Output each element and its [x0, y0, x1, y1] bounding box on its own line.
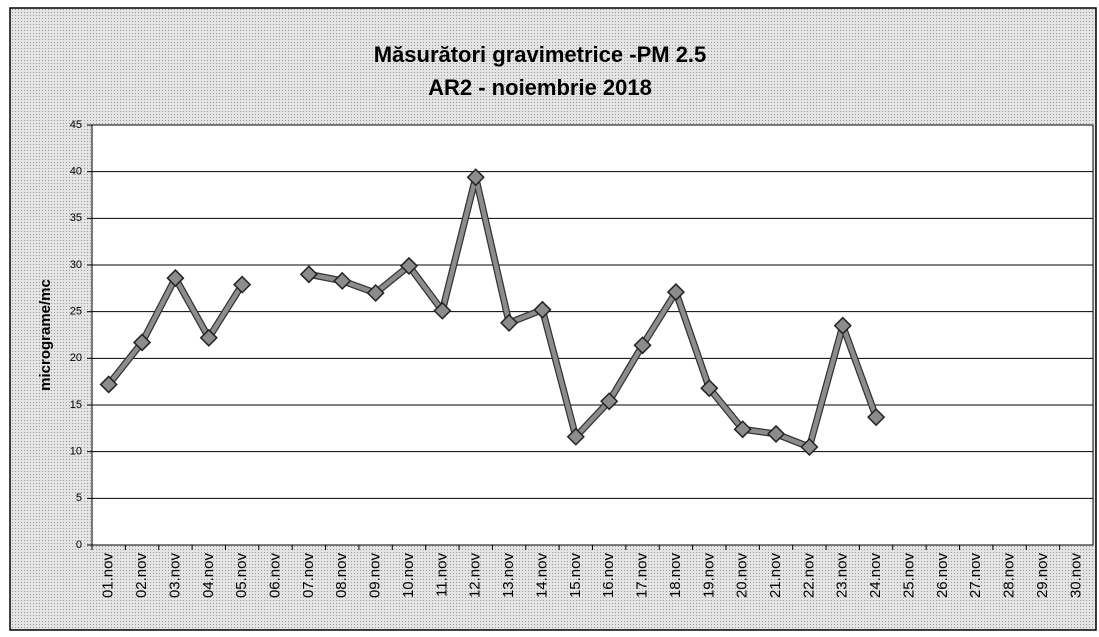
x-tick-label: 30.nov [1067, 553, 1084, 599]
x-tick-label: 17.nov [634, 553, 651, 599]
point-marker [600, 392, 619, 411]
point-marker [399, 256, 419, 275]
point-marker [533, 300, 552, 319]
x-tick-label: 28.nov [1001, 553, 1018, 599]
y-tick-label: 10 [70, 446, 82, 458]
x-tick-label: 09.nov [367, 553, 384, 599]
x-tick-label: 19.nov [700, 553, 717, 599]
x-tick-label: 26.nov [934, 553, 951, 599]
x-tick-label: 25.nov [900, 553, 917, 599]
point-marker [199, 328, 218, 347]
chart-title: Măsurători gravimetrice -PM 2.5 [374, 42, 707, 67]
point-marker [666, 283, 685, 302]
point-marker [366, 283, 385, 303]
point-marker [99, 375, 118, 394]
x-tick-label: 24.nov [867, 553, 884, 599]
x-tick-label: 11.nov [433, 553, 450, 597]
y-tick-label: 30 [70, 259, 82, 271]
x-tick-label: 08.nov [333, 553, 350, 599]
point-marker [633, 336, 652, 355]
y-tick-label: 25 [70, 306, 82, 318]
point-marker [166, 269, 185, 288]
x-tick-label: 10.nov [400, 553, 417, 599]
x-tick-label: 16.nov [600, 553, 617, 599]
x-tick-label: 22.nov [800, 553, 817, 599]
point-marker [566, 427, 585, 446]
x-tick-label: 15.nov [567, 553, 584, 599]
point-marker [700, 379, 719, 398]
point-marker [867, 408, 886, 427]
y-tick-label: 0 [76, 539, 82, 551]
x-tick-label: 12.nov [467, 553, 484, 599]
x-tick-label: 01.nov [100, 553, 117, 599]
point-marker [333, 271, 352, 290]
x-tick-label: 07.nov [300, 553, 317, 599]
chart-subtitle: AR2 - noiembrie 2018 [428, 75, 652, 100]
point-marker [766, 424, 786, 443]
y-tick-label: 15 [70, 399, 82, 411]
x-tick-label: 18.nov [667, 553, 684, 599]
y-tick-label: 45 [70, 119, 82, 131]
x-tick-label: 05.nov [233, 553, 250, 599]
point-marker [833, 316, 852, 335]
point-marker [466, 168, 485, 187]
point-marker [733, 420, 752, 439]
x-tick-label: 06.nov [266, 553, 283, 599]
y-tick-label: 35 [70, 212, 82, 224]
x-tick-label: 29.nov [1034, 553, 1051, 599]
x-tick-label: 13.nov [500, 553, 517, 599]
x-tick-label: 27.nov [967, 553, 984, 599]
point-marker [299, 265, 318, 284]
y-tick-label: 40 [70, 166, 82, 178]
point-marker [500, 313, 519, 332]
point-marker [800, 437, 819, 457]
x-tick-label: 04.nov [200, 553, 217, 599]
x-tick-label: 14.nov [533, 553, 550, 599]
point-marker [233, 275, 252, 294]
point-marker [433, 301, 452, 320]
x-tick-label: 21.nov [767, 553, 784, 599]
x-tick-label: 03.nov [166, 553, 183, 599]
x-tick-label: 23.nov [834, 553, 851, 599]
point-marker [132, 333, 152, 352]
y-tick-label: 20 [70, 352, 82, 364]
plot-area [91, 124, 1094, 546]
y-tick-label: 5 [76, 492, 82, 504]
x-tick-label: 02.nov [133, 553, 150, 599]
x-tick-label: 20.nov [734, 553, 751, 599]
y-axis-label: micrograme/mc [37, 279, 54, 391]
